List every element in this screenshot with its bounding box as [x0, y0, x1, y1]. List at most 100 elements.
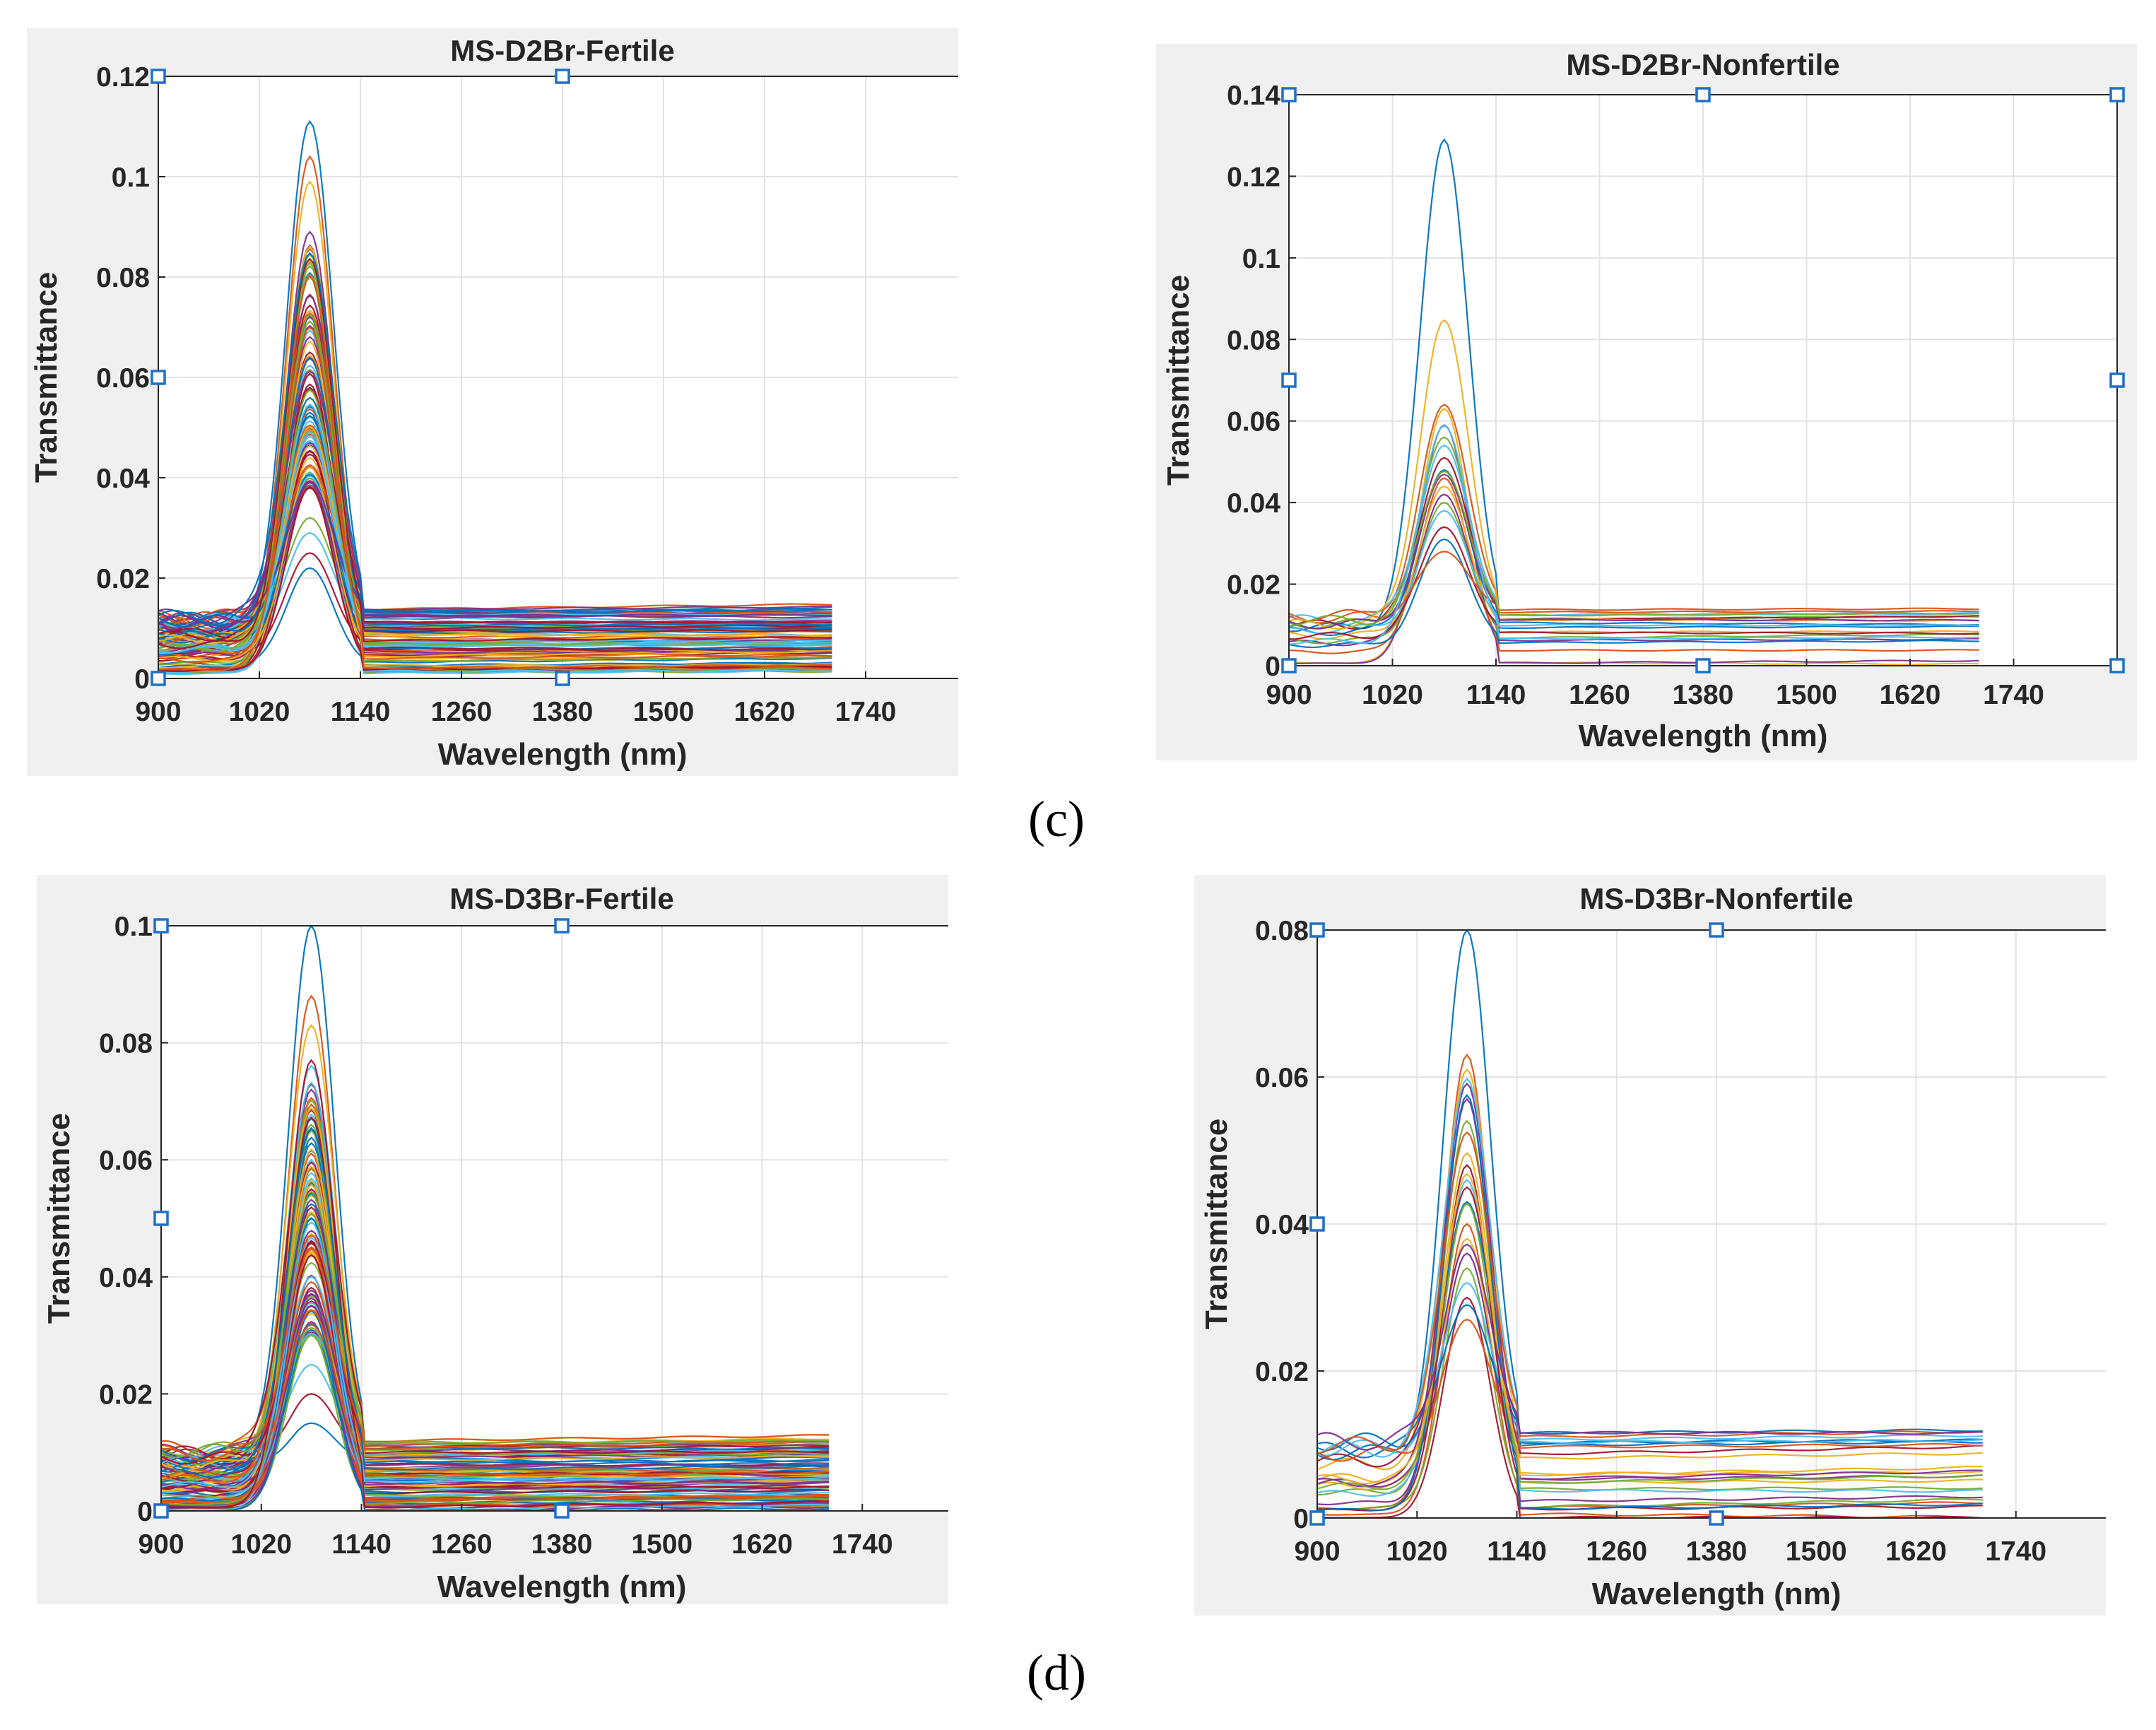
x-tick-label: 1140: [1466, 680, 1526, 710]
y-axis-label: Transmittance: [29, 272, 64, 483]
resize-handle[interactable]: [1281, 372, 1297, 388]
y-tick-label: 0: [1265, 652, 1280, 682]
x-axis-label: Wavelength (nm): [437, 1570, 687, 1604]
spectrum-line: [158, 274, 832, 671]
spectrum-line: [161, 1107, 829, 1471]
spectrum-line: [161, 1059, 830, 1509]
x-tick-label: 1740: [1985, 1536, 2046, 1567]
resize-handle[interactable]: [1709, 1510, 1724, 1526]
x-tick-label: 1140: [331, 697, 391, 727]
resize-handle[interactable]: [153, 918, 169, 934]
spectrum-line: [158, 326, 832, 664]
x-tick-label: 1260: [431, 1529, 493, 1560]
spectrum-line: [1317, 1077, 1983, 1458]
resize-handle[interactable]: [1281, 87, 1297, 102]
y-tick-label: 0.12: [96, 62, 150, 93]
x-tick-label: 900: [1294, 1536, 1340, 1567]
y-tick-label: 0.04: [99, 1263, 153, 1293]
x-tick-label: 1740: [832, 1529, 893, 1560]
chart-d3br-fertile: 900 1020 1140 1260 1380 1500 1620 1740 0 0.02 0.04…: [42, 882, 948, 1604]
spectrum-line: [1289, 469, 1979, 637]
resize-handle[interactable]: [151, 370, 166, 385]
x-tick-label: 900: [1266, 680, 1312, 710]
y-tick-label: 0.1: [1242, 244, 1280, 274]
x-tick-label: 1020: [1362, 680, 1423, 710]
y-tick-label: 0.04: [96, 464, 150, 494]
x-axis-label: Wavelength (nm): [1592, 1577, 1842, 1611]
x-tick-label: 1500: [1776, 680, 1837, 710]
y-tick-label: 0.06: [96, 363, 150, 394]
y-tick-label: 0: [137, 1497, 153, 1527]
spectrum-line: [1317, 1202, 1983, 1490]
spectrum-line: [1317, 1172, 1983, 1485]
x-tick-label: 1380: [532, 697, 594, 727]
y-tick-label: 0.06: [99, 1146, 153, 1176]
y-tick-label: 0.02: [1255, 1357, 1309, 1387]
y-tick-label: 0: [1293, 1504, 1309, 1534]
y-tick-label: 0.08: [1255, 916, 1309, 946]
x-tick-label: 900: [138, 1529, 184, 1560]
spectrum-line: [158, 486, 832, 672]
spectrum-line: [158, 431, 832, 651]
y-tick-label: 0.02: [99, 1379, 153, 1410]
resize-handle[interactable]: [1309, 922, 1325, 938]
caption-c: (c): [1028, 791, 1085, 847]
spectrum-line: [1289, 138, 1979, 632]
y-tick-label: 0.02: [1227, 570, 1280, 601]
spectrum-line: [1289, 526, 1979, 640]
chart-panel-d2br-nonfertile: 900 1020 1140 1260 1380 1500 1620 1740 0 0.02 0.04…: [1156, 44, 2137, 760]
chart-title: MS-D3Br-Fertile: [449, 882, 673, 915]
y-tick-label: 0.02: [96, 564, 150, 594]
spectrum-line: [1289, 404, 1979, 624]
resize-handle[interactable]: [554, 918, 570, 934]
spectrum-line: [161, 1099, 830, 1466]
spectrum-line: [1317, 1163, 1983, 1512]
y-tick-label: 0.08: [1227, 325, 1280, 355]
x-tick-label: 900: [135, 697, 181, 727]
x-tick-label: 1140: [1487, 1536, 1547, 1567]
spectrum-line: [1289, 473, 1979, 630]
resize-handle[interactable]: [555, 671, 570, 686]
y-tick-label: 0.1: [114, 912, 153, 942]
resize-handle[interactable]: [1309, 1510, 1325, 1526]
resize-handle[interactable]: [1281, 658, 1297, 673]
resize-handle[interactable]: [153, 1211, 169, 1226]
series-group: [1317, 930, 1983, 1518]
resize-handle[interactable]: [554, 1503, 570, 1519]
x-tick-label: 1380: [531, 1529, 593, 1560]
resize-handle[interactable]: [1695, 87, 1711, 102]
resize-handle[interactable]: [2109, 87, 2125, 102]
resize-handle[interactable]: [2109, 372, 2125, 388]
series-group: [158, 119, 832, 676]
x-tick-label: 1500: [633, 697, 695, 727]
x-tick-label: 1620: [731, 1529, 793, 1560]
resize-handle[interactable]: [153, 1503, 169, 1519]
spectrum-line: [161, 1234, 830, 1462]
y-tick-label: 0: [134, 664, 150, 695]
spectrum-line: [1289, 551, 1979, 622]
resize-handle[interactable]: [151, 69, 166, 84]
spectrum-line: [1317, 1243, 1983, 1451]
spectrum-line: [161, 1199, 829, 1490]
resize-handle[interactable]: [1709, 922, 1724, 938]
x-tick-label: 1740: [1983, 680, 2044, 710]
resize-handle[interactable]: [1695, 658, 1711, 673]
resize-handle[interactable]: [2109, 658, 2125, 673]
resize-handle[interactable]: [1309, 1216, 1325, 1232]
y-tick-label: 0.12: [1227, 162, 1280, 192]
x-tick-label: 1500: [631, 1529, 693, 1560]
chart-title: MS-D3Br-Nonfertile: [1579, 882, 1853, 915]
x-tick-label: 1020: [230, 1529, 292, 1560]
series-group: [161, 926, 830, 1511]
chart-panel-d3br-fertile: 900 1020 1140 1260 1380 1500 1620 1740 0 0.02 0.04…: [37, 875, 948, 1604]
y-tick-label: 0.14: [1227, 81, 1280, 111]
resize-handle[interactable]: [555, 69, 570, 84]
chart-d2br-fertile: 900 1020 1140 1260 1380 1500 1620 1740 0 0.02 0.04…: [29, 34, 958, 772]
spectrum-line: [1317, 930, 1983, 1461]
x-tick-label: 1260: [1569, 680, 1630, 710]
chart-title: MS-D2Br-Fertile: [450, 34, 674, 67]
y-axis-label: Transmittance: [42, 1113, 76, 1324]
spectrum-line: [161, 1083, 830, 1460]
resize-handle[interactable]: [151, 671, 166, 686]
x-tick-label: 1140: [331, 1529, 391, 1560]
